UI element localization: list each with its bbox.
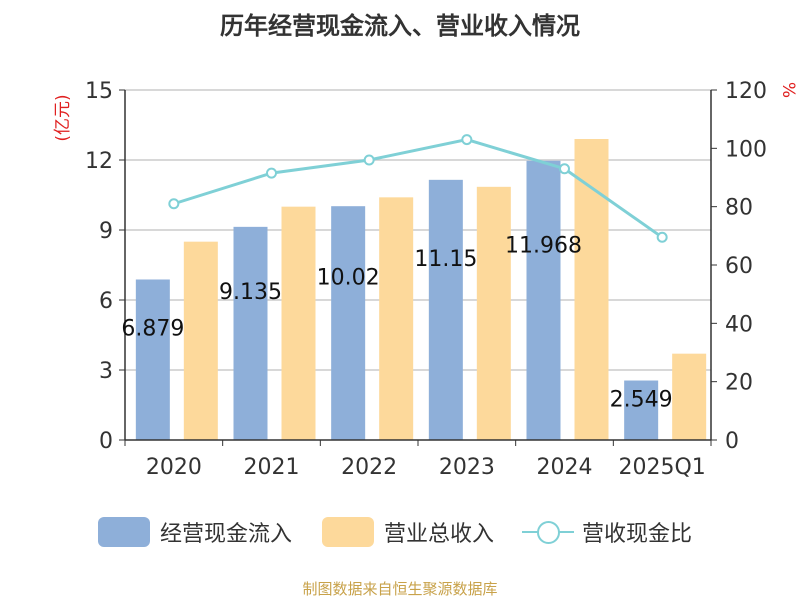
legend: 经营现金流入 营业总收入 营收现金比 [0,516,800,552]
ratio-point [461,134,473,146]
left-tick-label: 12 [85,149,113,174]
bar-revenue [672,353,707,440]
source-note: 制图数据来自恒生聚源数据库 [302,580,498,598]
bar-cash-inflow [331,206,366,440]
axis-layer: 0 3 6 9 12 15 0 20 40 60 80 100 120 2020 2021 2022 2023 2… [85,79,767,480]
chart-title: 历年经营现金流入、营业收入情况 [220,12,580,40]
bar-data-label: 10.02 [317,265,380,290]
bar-cash-inflow [526,160,561,440]
bar-cash-inflow [624,380,659,440]
left-tick-label: 15 [85,79,113,104]
line-layer [168,134,668,243]
legend-line-ratio [522,517,574,547]
bar-revenue [574,139,609,440]
bar-data-label: 9.135 [219,280,282,305]
left-tick-label: 3 [99,359,113,384]
right-tick-label: 120 [725,79,767,104]
right-tick-label: 100 [725,137,767,162]
bar-revenue [281,206,316,440]
legend-label-cash-inflow: 经营现金流入 [160,522,293,547]
legend-item-cash-inflow[interactable]: 经营现金流入 [98,516,292,548]
ratio-point [559,163,570,175]
x-tick-label: 2025Q1 [619,455,706,480]
right-tick-label: 40 [725,312,753,337]
legend-item-revenue[interactable]: 营业总收入 [322,516,494,548]
ratio-point [266,167,277,179]
grid-layer [125,89,711,371]
bar-data-label: 11.15 [414,247,477,272]
legend-label-ratio: 营收现金比 [582,522,693,547]
ratio-point [363,154,375,166]
left-tick-label: 6 [99,289,113,314]
bar-data-label: 11.968 [505,234,582,259]
bar-revenue [379,197,414,440]
x-tick-label: 2021 [244,455,300,480]
ratio-point [168,198,180,210]
bar-revenue [476,186,511,440]
right-tick-label: 80 [725,196,753,221]
x-tick-label: 2022 [341,455,397,480]
bar-revenue [183,241,218,440]
label-layer: 6.879 9.135 10.02 11.15 11.968 2.549 [121,234,672,413]
bar-data-label: 6.879 [121,317,184,342]
ratio-line [173,138,664,239]
left-tick-label: 9 [99,219,113,244]
left-axis-label: (亿元) [53,94,73,141]
x-tick-label: 2024 [537,455,593,480]
bar-cash-inflow [428,179,463,441]
bar-cash-inflow [233,226,268,440]
right-tick-label: 20 [725,371,753,396]
legend-item-ratio[interactable]: 营收现金比 [522,516,692,548]
legend-swatch-cash-inflow [98,517,150,547]
ratio-point [656,231,668,243]
left-tick-label: 0 [99,429,113,454]
bar-data-label: 2.549 [610,387,673,412]
bar-cash-inflow [135,279,170,440]
right-axis-label: % [778,82,798,98]
right-tick-label: 0 [725,429,739,454]
bar-layer [135,139,707,441]
right-tick-label: 60 [725,254,753,279]
x-tick-label: 2023 [439,455,495,480]
legend-label-revenue: 营业总收入 [384,522,495,547]
legend-swatch-revenue [322,517,374,547]
x-tick-label: 2020 [146,455,202,480]
